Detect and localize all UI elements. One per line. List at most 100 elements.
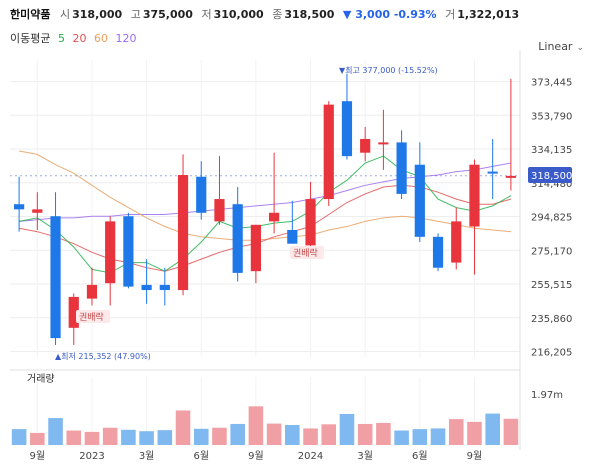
candlesticks	[14, 73, 516, 345]
candle-body-14	[269, 212, 280, 222]
x-tick-label-6: 3월	[357, 450, 373, 462]
ma120-line	[19, 162, 511, 222]
low-label: 저	[201, 8, 212, 21]
x-tick-label-3: 6월	[193, 450, 209, 462]
moving-average-lines	[19, 150, 512, 274]
volume-bar-1	[30, 432, 45, 445]
volume-bar-8	[157, 430, 173, 445]
volume-bar-16	[303, 428, 318, 445]
volume-panel-title: 거래량	[27, 373, 55, 385]
ma20-legend[interactable]: 20	[72, 32, 87, 45]
candle-body-16	[305, 199, 316, 246]
volume-bar-27	[503, 418, 519, 445]
volume-value: 1,322,013	[457, 8, 520, 21]
candle-body-19	[360, 138, 371, 153]
close-label: 종	[272, 8, 283, 21]
candle-body-9	[177, 175, 189, 291]
rights-badge-1: 권배락	[79, 311, 104, 323]
candle-body-11	[214, 199, 225, 222]
candle-body-12	[232, 204, 243, 273]
candle-body-18	[341, 101, 353, 157]
candle-body-17	[323, 104, 334, 200]
y-tick-label-1: 353,790	[531, 111, 572, 122]
volume-bar-2	[48, 418, 63, 445]
candle-body-22	[414, 164, 425, 237]
change-value: ▼ 3,000 -0.93%	[342, 8, 437, 21]
candle-body-26	[487, 171, 498, 174]
volume-bar-12	[230, 423, 245, 445]
candle-body-1	[32, 209, 43, 213]
ma60-legend[interactable]: 60	[93, 32, 108, 45]
moving-average-legend: 이동평균 5 20 60 120	[10, 30, 140, 46]
x-tick-label-0: 9월	[30, 450, 46, 462]
x-tick-label-5: 2024	[298, 451, 323, 462]
candle-body-2	[50, 216, 61, 339]
y-tick-label-5: 275,170	[531, 246, 572, 257]
price-header: 한미약품 시 318,000 고 375,000 저 310,000 종 318,500…	[10, 6, 524, 22]
candle-body-10	[196, 176, 207, 213]
volume-bar-7	[139, 431, 154, 445]
volume-bar-11	[212, 427, 227, 445]
current-price-tag	[528, 167, 572, 183]
y-axis: 373,445 353,790 334,135 314,480 294,825 275,1…	[531, 78, 572, 359]
volume-bar-19	[357, 423, 373, 445]
volume-bar-21	[394, 430, 409, 445]
volume-bar-13	[248, 406, 264, 445]
ma120-legend[interactable]: 120	[115, 32, 137, 45]
volume-bars	[11, 406, 519, 445]
ma20-line	[19, 184, 512, 272]
volume-bar-22	[412, 429, 428, 445]
current-price-label: 318,500	[531, 171, 572, 182]
volume-bar-6	[121, 429, 136, 445]
candle-body-21	[396, 142, 407, 194]
rights-badge-2-bg	[290, 246, 324, 259]
volume-bar-25	[467, 421, 482, 445]
volume-bar-15	[285, 424, 300, 445]
open-value: 318,000	[72, 8, 123, 21]
candle-body-3	[68, 296, 79, 328]
candle-body-25	[469, 164, 480, 227]
candle-body-4	[86, 284, 98, 299]
x-tick-label-4: 9월	[248, 450, 264, 462]
y-tick-label-2: 334,135	[531, 145, 572, 156]
candle-body-0	[14, 204, 25, 210]
low-value: 310,000	[213, 8, 264, 21]
ma-title: 이동평균	[10, 32, 51, 45]
low-annotation: ▲최저 215,352 (47.90%)	[55, 351, 151, 361]
chevron-down-icon: ⌄	[576, 43, 584, 53]
volume-bar-3	[66, 430, 82, 445]
ma5-legend[interactable]: 5	[57, 32, 65, 45]
volume-bar-18	[339, 413, 355, 445]
volume-bar-9	[175, 410, 191, 445]
stock-name: 한미약품	[10, 8, 51, 21]
volume-bar-20	[376, 422, 391, 445]
candle-body-27	[505, 175, 516, 178]
ma60-line	[19, 150, 511, 241]
volume-bar-14	[266, 423, 282, 445]
y-tick-label-0: 373,445	[531, 78, 572, 89]
volume-max-label: 1.97m	[531, 390, 563, 401]
candle-body-5	[105, 221, 116, 284]
candle-body-15	[287, 229, 298, 244]
x-tick-label-8: 9월	[467, 450, 483, 462]
candle-body-8	[159, 284, 170, 291]
volume-bar-17	[321, 424, 337, 445]
candle-body-6	[123, 216, 134, 287]
x-tick-label-1: 2023	[79, 451, 104, 462]
x-tick-label-7: 6월	[412, 450, 428, 462]
volume-bar-4	[84, 431, 100, 445]
scale-dropdown[interactable]: Linear ⌄	[538, 40, 584, 53]
high-annotation: ▼최고 377,000 (-15.52%)	[339, 65, 438, 75]
x-axis: 9월 2023 3월 6월 9월 2024 3월 6월 9월	[30, 450, 483, 462]
volume-bar-26	[485, 413, 500, 445]
candle-body-24	[451, 221, 462, 263]
volume-bar-23	[430, 428, 446, 445]
volume-bar-5	[102, 427, 118, 445]
volume-label: 거	[445, 8, 456, 21]
candle-body-13	[250, 224, 261, 272]
ma5-line	[19, 155, 512, 274]
y-tick-label-7: 235,860	[531, 314, 572, 325]
close-value: 318,500	[284, 8, 335, 21]
volume-bar-0	[11, 429, 27, 445]
